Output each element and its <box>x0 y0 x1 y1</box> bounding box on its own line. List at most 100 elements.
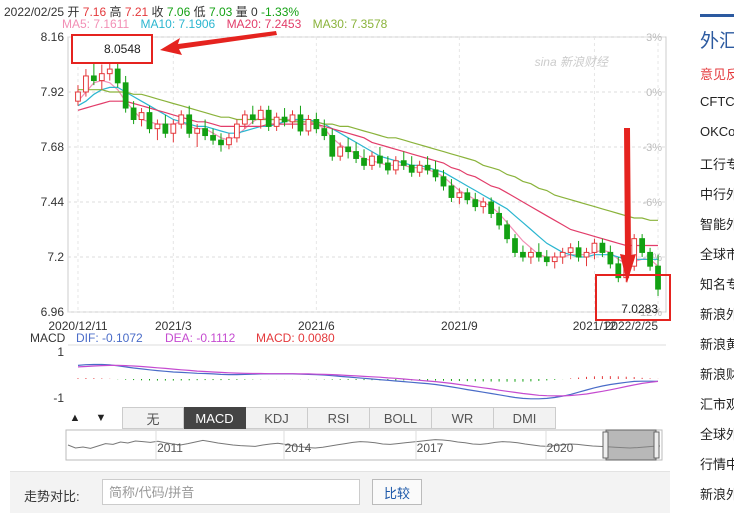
indicator-tabs: 无 MACD KDJ RSI BOLL WR DMI <box>122 407 570 429</box>
sidebar-item[interactable]: CFTC <box>700 94 734 109</box>
candle-body <box>440 176 447 187</box>
navigator-year-label: 2020 <box>547 441 574 455</box>
tab-macd[interactable]: MACD <box>184 407 246 429</box>
candle-body <box>313 119 320 130</box>
y-tick-label: 7.68 <box>41 140 65 154</box>
sidebar-item[interactable]: OKCo <box>700 124 734 139</box>
candle-body <box>234 123 240 139</box>
sidebar-item[interactable]: 新浪黄 <box>700 337 734 352</box>
low-label: 低 <box>193 5 206 19</box>
candle-body <box>297 114 304 132</box>
pct-tick-label: 3% <box>646 32 662 44</box>
scroll-down-button[interactable]: ▼ <box>95 412 107 424</box>
candle-body <box>361 157 367 166</box>
x-tick-label: 2022/2/25 <box>605 319 659 333</box>
candle-body <box>106 68 113 75</box>
sidebar-item[interactable]: 意见反 <box>700 67 734 82</box>
sidebar-item[interactable]: 知名专 <box>700 277 734 292</box>
candle-body <box>591 242 598 253</box>
pct-tick-label: -3% <box>642 142 662 154</box>
candle-body <box>186 114 193 134</box>
candle-body <box>615 263 622 279</box>
candle-body <box>639 238 646 253</box>
pct-tick-label: 0% <box>646 87 662 99</box>
tab-rsi[interactable]: RSI <box>308 407 370 429</box>
candle-body <box>138 112 145 120</box>
quote-date: 2022/02/25 <box>4 5 65 19</box>
sina-watermark: sina 新浪财经 <box>535 55 610 69</box>
navigator-year-label: 2011 <box>157 441 183 455</box>
candle-body <box>583 251 590 258</box>
sidebar-accent-bar <box>700 14 734 17</box>
close-label: 收 <box>151 5 164 19</box>
compare-button[interactable]: 比较 <box>372 479 422 505</box>
tab-dmi[interactable]: DMI <box>494 407 556 429</box>
candle-body <box>456 192 463 198</box>
sidebar-item[interactable]: 全球市 <box>700 247 734 262</box>
tab-none[interactable]: 无 <box>122 407 184 429</box>
candle-body <box>249 114 256 120</box>
candle-body <box>345 146 352 153</box>
sidebar-item[interactable]: 汇市观 <box>700 397 734 412</box>
scroll-up-button[interactable]: ▲ <box>69 412 81 424</box>
candle-body <box>384 162 391 171</box>
sidebar-title: 外汇 <box>700 31 734 52</box>
y-tick-label: 7.2 <box>47 250 64 264</box>
candle-body <box>575 247 582 258</box>
sidebar-item[interactable]: 工行专 <box>700 157 734 172</box>
candle-body <box>178 114 185 125</box>
candle-body <box>162 123 169 134</box>
sidebar-item[interactable]: 中行外 <box>700 187 734 202</box>
sidebar-item[interactable]: 行情中 <box>700 457 734 472</box>
navigator-left-handle[interactable] <box>602 431 609 459</box>
tab-wr[interactable]: WR <box>432 407 494 429</box>
sidebar-item[interactable]: 全球外 <box>700 427 734 442</box>
sidebar-item[interactable]: 智能外 <box>700 217 734 232</box>
sidebar-item[interactable]: 新浪财 <box>700 367 734 382</box>
high-annotation-box <box>71 34 153 64</box>
compare-label: 走势对比: <box>24 489 80 504</box>
main-plot-frame <box>67 36 667 313</box>
candle-body <box>114 68 121 84</box>
ma-line-ma5 <box>77 79 659 267</box>
candle-body <box>194 128 201 134</box>
tab-kdj[interactable]: KDJ <box>246 407 308 429</box>
compare-input[interactable] <box>102 479 360 505</box>
candle-body <box>321 128 328 137</box>
candle-body <box>265 109 272 127</box>
ohlc-info-line: 2022/02/25 开 7.16 高 7.21 收 7.06 低 7.03 量… <box>4 3 299 20</box>
candle-body <box>210 135 216 141</box>
navigator-window[interactable] <box>605 429 657 461</box>
candle-body <box>226 137 232 146</box>
candle-body <box>369 155 375 166</box>
x-tick-label: 2021/6 <box>298 319 335 333</box>
sidebar-item[interactable]: 新浪外 <box>700 487 734 502</box>
navigator-year-label: 2014 <box>285 441 312 455</box>
candle-body <box>448 185 455 198</box>
candle-body <box>496 212 502 226</box>
navigator-right-handle[interactable] <box>653 431 660 459</box>
pct-tick-label: -12% <box>636 307 662 319</box>
candle-body <box>543 256 550 263</box>
candle-body <box>551 256 558 263</box>
navigator-year-label: 2017 <box>417 441 444 455</box>
candle-body <box>535 251 542 258</box>
open-label: 开 <box>67 5 80 19</box>
candle-body <box>305 119 312 132</box>
candle-body <box>392 160 399 171</box>
y-tick-label: 7.44 <box>41 195 65 209</box>
sidebar-item[interactable]: 新浪外 <box>700 307 734 322</box>
x-tick-label: 2021/9 <box>441 319 478 333</box>
candle-body <box>520 251 526 258</box>
macd-y-tick: -1 <box>53 391 64 405</box>
candle-body <box>90 75 97 82</box>
low-annotation-box <box>595 274 671 321</box>
candle-body <box>559 251 566 258</box>
y-tick-label: 8.16 <box>41 30 65 44</box>
tab-boll[interactable]: BOLL <box>370 407 432 429</box>
x-tick-label: 2020/12/11 <box>48 319 107 333</box>
y-tick-label: 6.96 <box>41 305 65 319</box>
candle-body <box>130 107 137 120</box>
high-value: 7.21 <box>124 5 149 19</box>
